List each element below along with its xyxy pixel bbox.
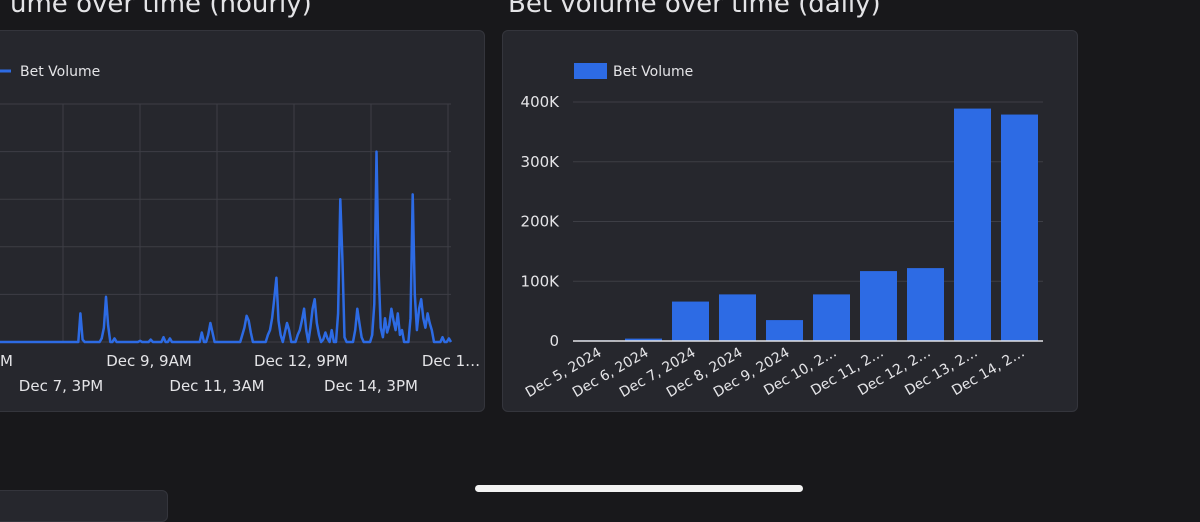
y-tick-label: 200K xyxy=(521,213,561,231)
x-tick-label: Dec 12, 9PM xyxy=(254,352,348,370)
legend-label: Bet Volume xyxy=(20,64,100,80)
y-tick-label: 300K xyxy=(521,153,561,171)
x-tick-label: Dec 14, 3PM xyxy=(324,377,418,395)
bar-2 xyxy=(625,338,662,341)
x-tick-label: PM xyxy=(0,352,13,370)
bar-10 xyxy=(1001,114,1038,341)
y-tick-label: 100K xyxy=(521,272,561,290)
daily-chart-card: Bet Volume 0 100K 200K 300K 400K Dec 5, 2024 De… xyxy=(502,30,1078,412)
bar-3 xyxy=(672,301,709,341)
legend-label: Bet Volume xyxy=(613,64,693,80)
y-tick-label: 400K xyxy=(521,93,561,111)
legend-swatch xyxy=(574,63,607,79)
y-tick-label: 0 xyxy=(549,332,559,350)
x-tick-label: Dec 7, 3PM xyxy=(19,377,103,395)
x-tick-label: Dec 11, 3AM xyxy=(169,377,264,395)
series-line-bet-volume xyxy=(0,150,453,344)
bar-7 xyxy=(860,271,897,341)
partial-card xyxy=(0,490,168,522)
x-tick-label: Dec 1… xyxy=(422,352,480,370)
bar-5 xyxy=(766,320,803,341)
bar-4 xyxy=(719,294,756,341)
home-indicator[interactable] xyxy=(475,485,803,492)
x-tick-label: Dec 9, 9AM xyxy=(106,352,192,370)
daily-chart-title: Bet volume over time (daily) xyxy=(508,0,881,19)
bar-9 xyxy=(954,108,991,341)
hourly-chart-title: ume over time (hourly) xyxy=(10,0,312,19)
bar-8 xyxy=(907,268,944,341)
bar-6 xyxy=(813,294,850,341)
